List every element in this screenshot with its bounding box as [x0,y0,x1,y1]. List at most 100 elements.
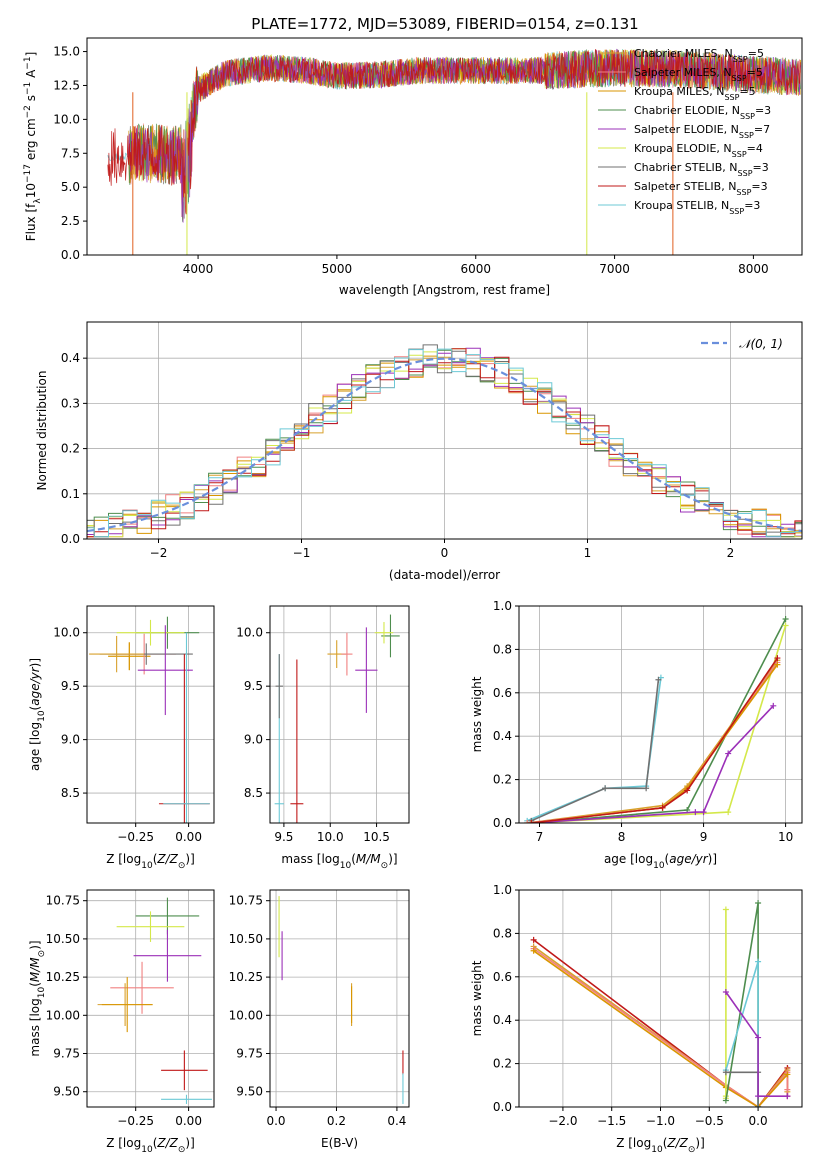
mass-weight-line [725,991,788,1097]
y-tick-label: 1.0 [493,883,512,897]
legend-model-name: Chabrier MILES, N [634,47,733,60]
error-bars [89,616,210,823]
legend-entry: Chabrier MILES, NSSP=5 [634,47,764,64]
mass-weight-marker [784,1071,791,1078]
label-part: ( [153,1136,158,1150]
label-part: ( [28,706,42,711]
x-tick-label: 0.00 [175,830,202,844]
y-axis-label: Normed distribution [35,371,49,491]
error-bars [278,896,404,1104]
label-part: 10 [651,1145,663,1155]
x-tick-label: 9 [700,830,708,844]
legend-entry: Salpeter STELIB, NSSP=3 [634,180,768,197]
mass-weight-line [530,679,660,822]
legend-sub: SSP [733,55,748,64]
label-part: 10 [141,1145,153,1155]
x-axis-label: Z [log10(Z/Z⊙)] [106,1136,195,1155]
x-tick-label: 0.4 [387,1114,406,1128]
x-tick-label: −0.25 [117,830,154,844]
y-tick-label: 0.4 [493,1013,512,1027]
x-tick-label: 1 [584,546,592,560]
residual-histogram-kroupa-stelib [87,348,802,538]
mass-weight-marker [655,676,662,683]
x-axis-label: Z [log10(Z/Z⊙)] [106,852,195,871]
x-tick-label: −0.5 [695,1114,724,1128]
spectrum-lines [107,48,801,255]
y-tick-label: 0.2 [493,773,512,787]
mass-weight-marker [770,702,777,709]
mass-weight-marker [782,622,789,629]
x-tick-label: −1 [293,546,311,560]
legend-model-name: Kroupa ELODIE, N [634,142,732,155]
x-tick-label: 0.0 [749,1114,768,1128]
label-part: M/M [28,957,42,982]
y-tick-label: 0.0 [493,816,512,830]
y-tick-label: 9.5 [244,679,263,693]
x-tick-label: 10.0 [317,830,344,844]
y-tick-label: 10.25 [229,970,263,984]
x-tick-label: 7000 [599,262,630,276]
x-tick-label: −1.5 [597,1114,626,1128]
y-tick-label: 8.5 [244,786,263,800]
legend-entry: Kroupa STELIB, NSSP=3 [634,199,760,216]
spectrum-line-chabrier-elodie [128,48,801,222]
label-part: ( [28,982,42,987]
label-part: 10 [340,861,352,871]
y-tick-label: 10.25 [46,970,80,984]
mass-weight-marker [692,809,699,816]
axes-frame [86,889,215,1108]
x-tick-label: 0.0 [266,1114,285,1128]
residual-histogram-chabrier-miles [87,356,802,538]
label-part: Flux [f [24,203,38,241]
mass-weight-marker [530,947,537,954]
y-tick-label: 0.0 [61,532,80,546]
label-part: 10 [653,861,665,871]
y-tick-label: 9.75 [53,1047,80,1061]
legend-nssp: =3 [751,180,767,193]
legend-entry: 𝒩(0, 1) [739,337,783,351]
label-part: ⊙ [178,861,186,871]
legend-sub: SSP [736,188,751,197]
x-tick-label: −2.0 [548,1114,577,1128]
x-axis-label: mass [log10(M/M⊙)] [281,852,397,871]
figure-title: PLATE=1772, MJD=53089, FIBERID=0154, z=0… [251,15,638,33]
legend-sub: SSP [738,169,753,178]
error-bars [274,614,400,823]
age_vs_Z-plot: −0.25 0.008.59.09.510.0Z [log10(Z/Z⊙)]age… [28,605,215,871]
y-axis-label: mass weight [470,676,484,752]
mass-weight-marker [755,1034,762,1041]
mass-weight-marker [784,1093,791,1100]
label-part: )] [708,852,717,866]
axes-frame [86,605,215,824]
mass-weight-marker [725,809,732,816]
mass-weight-marker [755,900,762,907]
y-tick-label: 5.0 [61,180,80,194]
y-tick-label: 10.0 [236,626,263,640]
y-tick-label: 10.75 [46,894,80,908]
legend-sub: SSP [732,150,747,159]
mass-weight-marker [774,661,781,668]
y-tick-label: 0.4 [493,729,512,743]
x-tick-label: −0.25 [117,1114,154,1128]
x-tick-label: 8000 [738,262,769,276]
y-tick-label: 10.0 [53,626,80,640]
legend-nssp: =3 [744,199,760,212]
x-axis-label: wavelength [Angstrom, rest frame] [339,283,550,297]
label-part: Z [log [616,1136,651,1150]
label-part: 10 [24,183,38,198]
legend-model-name: Salpeter ELODIE, N [634,123,739,136]
mass-weight-marker [524,820,531,823]
label-part: 10 [37,710,47,722]
legend-nssp: =5 [739,85,755,98]
x-tick-label: 0.2 [327,1114,346,1128]
mass-weight-line [531,657,779,823]
spectrum-plot: 4000 5000 6000 7000 8000 0.0 2.5 5.0 7.5 10.0 12.5… [23,37,803,297]
residual-histogram-chabrier-elodie [87,349,802,538]
label-part: −1 [23,82,33,95]
axes-frame [86,37,803,256]
y-tick-label: 0.0 [61,248,80,262]
label-part: A [24,69,38,82]
y-tick-label: 10.0 [53,112,80,126]
